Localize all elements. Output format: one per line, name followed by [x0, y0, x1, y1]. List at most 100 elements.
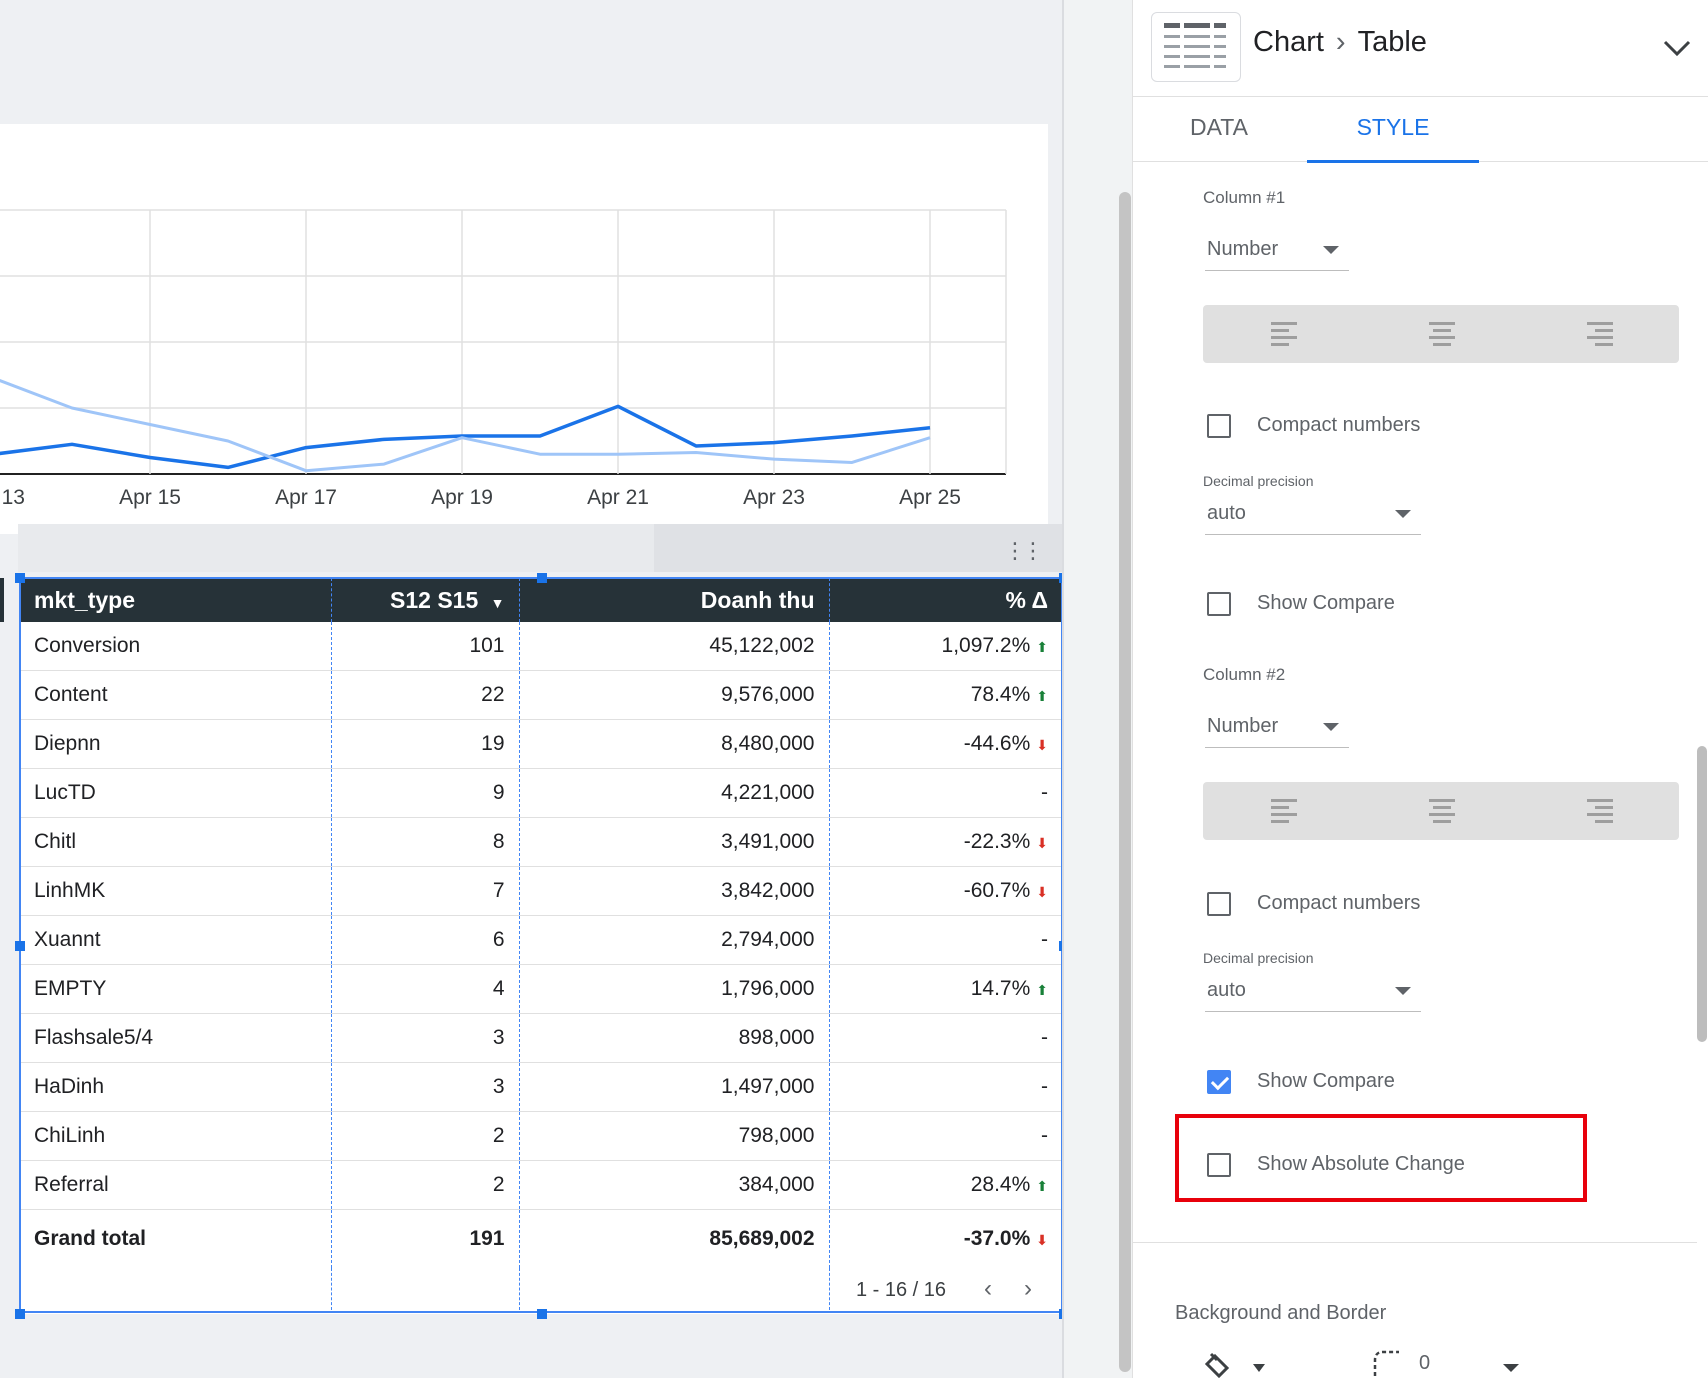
section-divider: [1133, 1242, 1697, 1243]
series-line-1: [0, 404, 931, 470]
column-2-show-absolute-change-label: Show Absolute Change: [1257, 1153, 1465, 1175]
cell-count: 19: [330, 719, 519, 769]
chevron-left-icon[interactable]: ‹: [984, 1275, 992, 1302]
cell-count: 7: [330, 866, 519, 916]
cell-count: 8: [330, 817, 519, 867]
cell-mkt-type: LucTD: [20, 768, 331, 818]
align-center-icon[interactable]: [1427, 796, 1457, 826]
table-row[interactable]: Referral 2 384,000 28.4% ⬆: [20, 1160, 1062, 1210]
align-left-icon[interactable]: [1269, 796, 1299, 826]
chart-drag-strip-dark: [654, 524, 1062, 572]
cell-delta: 28.4% ⬆: [828, 1160, 1062, 1210]
breadcrumb-chart: Chart: [1253, 26, 1324, 58]
dropdown-arrow-icon: [1323, 246, 1339, 254]
table-row[interactable]: Diepnn 19 8,480,000 -44.6% ⬇: [20, 719, 1062, 769]
column-2-show-absolute-change-checkbox[interactable]: [1207, 1153, 1231, 1177]
x-tick-label: Apr 15: [119, 486, 181, 509]
border-radius-value[interactable]: 0: [1419, 1352, 1431, 1374]
background-border-title[interactable]: Background and Border: [1175, 1302, 1387, 1324]
cell-mkt-type: Diepnn: [20, 719, 331, 769]
column-1-type-select[interactable]: Number: [1205, 234, 1349, 271]
column-1-show-compare-checkbox[interactable]: [1207, 592, 1231, 616]
align-right-icon[interactable]: [1585, 796, 1615, 826]
x-tick-label: Apr 19: [431, 486, 493, 509]
column-2-decimal-precision-value: auto: [1207, 979, 1246, 1001]
table-chart-type-icon[interactable]: [1151, 12, 1241, 82]
time-series-chart[interactable]: Apr 13 Apr 15 Apr 17 Apr 19 Apr 21 Apr 23 Apr …: [0, 124, 1048, 534]
chevron-down-icon[interactable]: [1657, 28, 1697, 68]
cell-mkt-type: ChiLinh: [20, 1111, 331, 1161]
table-row[interactable]: EMPTY 4 1,796,000 14.7% ⬆: [20, 964, 1062, 1014]
series-line-2: [0, 378, 931, 473]
table-row[interactable]: Xuannt 6 2,794,000-: [20, 915, 1062, 965]
resize-handle-top[interactable]: [537, 573, 547, 583]
table-row[interactable]: HaDinh 3 1,497,000-: [20, 1062, 1062, 1112]
column-1-decimal-precision-select[interactable]: auto: [1205, 498, 1421, 535]
column-1-type-value: Number: [1207, 238, 1279, 260]
cell-mkt-type: Content: [20, 670, 331, 720]
cell-delta: -: [828, 1111, 1062, 1161]
column-1-compact-numbers-checkbox[interactable]: [1207, 414, 1231, 438]
cell-count: 6: [330, 915, 519, 965]
arrow-down-icon: ⬇: [1036, 1232, 1048, 1248]
highlight-box: [1175, 1114, 1587, 1202]
cell-count: 101: [330, 622, 519, 671]
align-right-icon[interactable]: [1585, 319, 1615, 349]
column-2-type-select[interactable]: Number: [1205, 711, 1349, 748]
resize-handle-bottom[interactable]: [537, 1309, 547, 1319]
arrow-up-icon: ⬆: [1036, 639, 1048, 655]
align-left-icon[interactable]: [1269, 319, 1299, 349]
adjacent-component-edge: [0, 578, 4, 622]
table-row[interactable]: ChiLinh 2 798,000-: [20, 1111, 1062, 1161]
column-2-show-compare-checkbox[interactable]: [1207, 1070, 1231, 1094]
column-1-decimal-precision-value: auto: [1207, 502, 1246, 524]
x-tick-label: Apr 17: [275, 486, 337, 509]
table-component[interactable]: mkt_type S12 S15 ▼ Doanh thu % Δ Convers…: [20, 578, 1062, 1314]
table-row[interactable]: Content 22 9,576,000 78.4% ⬆: [20, 670, 1062, 720]
tab-style[interactable]: STYLE: [1307, 96, 1479, 163]
panel-scrollbar[interactable]: [1697, 746, 1707, 1042]
column-2-decimal-precision-select[interactable]: auto: [1205, 975, 1421, 1012]
table-row[interactable]: Conversion 101 45,122,002 1,097.2% ⬆: [20, 622, 1062, 671]
drag-handle-icon[interactable]: ⋮⋮: [1004, 538, 1044, 563]
header-percent-delta[interactable]: % Δ: [828, 578, 1062, 622]
resize-handle-top-left[interactable]: [15, 573, 25, 583]
cell-revenue: 898,000: [518, 1013, 829, 1063]
resize-handle-bottom-left[interactable]: [15, 1309, 25, 1319]
align-center-icon[interactable]: [1427, 319, 1457, 349]
table-row[interactable]: LinhMK 7 3,842,000 -60.7% ⬇: [20, 866, 1062, 916]
arrow-up-icon: ⬆: [1036, 688, 1048, 704]
x-tick-label: Apr 21: [587, 486, 649, 509]
x-tick-label: Apr 25: [899, 486, 961, 509]
cell-mkt-type: Flashsale5/4: [20, 1013, 331, 1063]
cell-revenue: 45,122,002: [518, 622, 829, 671]
column-1-title: Column #1: [1203, 188, 1286, 207]
resize-handle-left[interactable]: [15, 941, 25, 951]
cell-mkt-type: LinhMK: [20, 866, 331, 916]
table-row[interactable]: LucTD 9 4,221,000-: [20, 768, 1062, 818]
chevron-right-icon[interactable]: ›: [1024, 1275, 1032, 1302]
header-doanh-thu[interactable]: Doanh thu: [518, 578, 829, 622]
dropdown-arrow-icon[interactable]: [1501, 1350, 1521, 1378]
cell-count: 22: [330, 670, 519, 720]
column-2-compact-numbers-checkbox[interactable]: [1207, 892, 1231, 916]
header-s12-s15[interactable]: S12 S15 ▼: [330, 578, 519, 622]
arrow-up-icon: ⬆: [1036, 1178, 1048, 1194]
column-2-decimal-precision-label: Decimal precision: [1203, 950, 1314, 966]
total-delta: -37.0% ⬇: [828, 1209, 1062, 1268]
cell-mkt-type: EMPTY: [20, 964, 331, 1014]
cell-count: 3: [330, 1062, 519, 1112]
cell-count: 9: [330, 768, 519, 818]
table-row[interactable]: Flashsale5/4 3 898,000-: [20, 1013, 1062, 1063]
time-series-chart-card[interactable]: [0, 124, 1048, 534]
cell-revenue: 8,480,000: [518, 719, 829, 769]
pagination-label: 1 - 16 / 16: [855, 1279, 946, 1301]
fill-color-icon[interactable]: [1205, 1350, 1269, 1378]
table-row[interactable]: Chitl 8 3,491,000 -22.3% ⬇: [20, 817, 1062, 867]
header-mkt-type[interactable]: mkt_type: [20, 578, 331, 622]
tab-data[interactable]: DATA: [1190, 114, 1248, 140]
canvas-scrollbar[interactable]: [1119, 192, 1131, 1372]
border-radius-icon[interactable]: [1373, 1350, 1403, 1378]
cell-mkt-type: HaDinh: [20, 1062, 331, 1112]
column-2-alignment-group: [1203, 782, 1679, 840]
